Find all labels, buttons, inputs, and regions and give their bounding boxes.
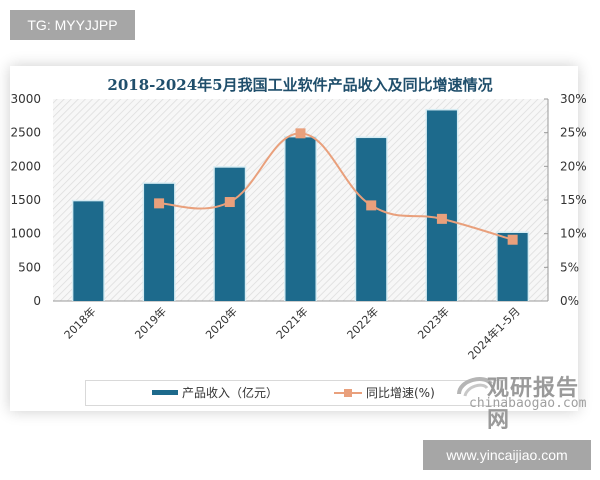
bar-series: [71, 108, 530, 302]
left-tick-label: 2000: [10, 159, 41, 173]
x-tick-label: 2020年: [202, 304, 239, 341]
chart-title: 2018-2024年5月我国工业软件产品收入及同比增速情况: [107, 76, 493, 94]
right-tick-label: 15%: [560, 193, 587, 207]
line-marker: [436, 213, 447, 224]
line-marker: [366, 200, 377, 211]
line-marker: [507, 234, 518, 245]
bar: [73, 201, 104, 301]
left-tick-label: 0: [33, 294, 41, 308]
right-tick-label: 0%: [560, 294, 579, 308]
right-axis-labels: 0% 5% 10% 15% 20% 25% 30%: [560, 92, 587, 308]
bar: [356, 138, 387, 301]
chart-legend: 产品收入（亿元） 同比增速(%): [85, 380, 507, 406]
legend-item-growth: 同比增速(%): [334, 384, 435, 401]
left-tick-label: 1000: [10, 227, 41, 241]
x-tick-label: 2024年1-5月: [465, 304, 523, 362]
bar: [426, 110, 457, 302]
left-tick-label: 1500: [10, 193, 41, 207]
swirl-logo-icon: [457, 377, 493, 397]
right-tick-label: 25%: [560, 126, 587, 140]
bar-swatch-icon: [152, 390, 178, 395]
bar: [285, 137, 316, 301]
x-tick-label: 2021年: [273, 304, 310, 341]
right-axis-ticks: [544, 98, 548, 302]
left-tick-label: 500: [18, 260, 41, 274]
left-tick-label: 3000: [10, 92, 41, 106]
right-tick-label: 10%: [560, 227, 587, 241]
right-tick-label: 30%: [560, 92, 587, 106]
x-tick-label: 2019年: [132, 304, 169, 341]
x-tick-label: 2022年: [344, 304, 381, 341]
left-axis-labels: 0 500 1000 1500 2000 2500 3000: [10, 92, 41, 308]
x-tick-label: 2018年: [61, 304, 98, 341]
line-series: [154, 128, 518, 245]
legend-label-revenue: 产品收入（亿元）: [182, 386, 279, 400]
watermark-bottom: www.yincaijiao.com: [423, 440, 591, 470]
left-tick-label: 2500: [10, 126, 41, 140]
right-tick-label: 20%: [560, 159, 587, 173]
line-marker: [295, 128, 306, 139]
logo-text-en: chinabaogao.com: [469, 396, 587, 411]
line-marker: [224, 197, 235, 208]
line-marker-swatch-icon: [334, 388, 362, 398]
legend-item-revenue: 产品收入（亿元）: [152, 384, 278, 401]
watermark-top: TG: MYYJJPP: [10, 10, 135, 40]
logo-text-cn: 观研报告网: [487, 376, 580, 433]
x-tick-label: 2023年: [415, 304, 452, 341]
bar: [214, 167, 245, 301]
x-axis-labels: 2018年 2019年 2020年 2021年 2022年 2023年 2024年1-5月: [61, 304, 523, 362]
chinabaogao-logo: 观研报告网 chinabaogao.com: [455, 370, 595, 433]
right-tick-label: 5%: [560, 260, 579, 274]
line-marker: [154, 198, 165, 209]
legend-label-growth: 同比增速(%): [366, 386, 435, 400]
